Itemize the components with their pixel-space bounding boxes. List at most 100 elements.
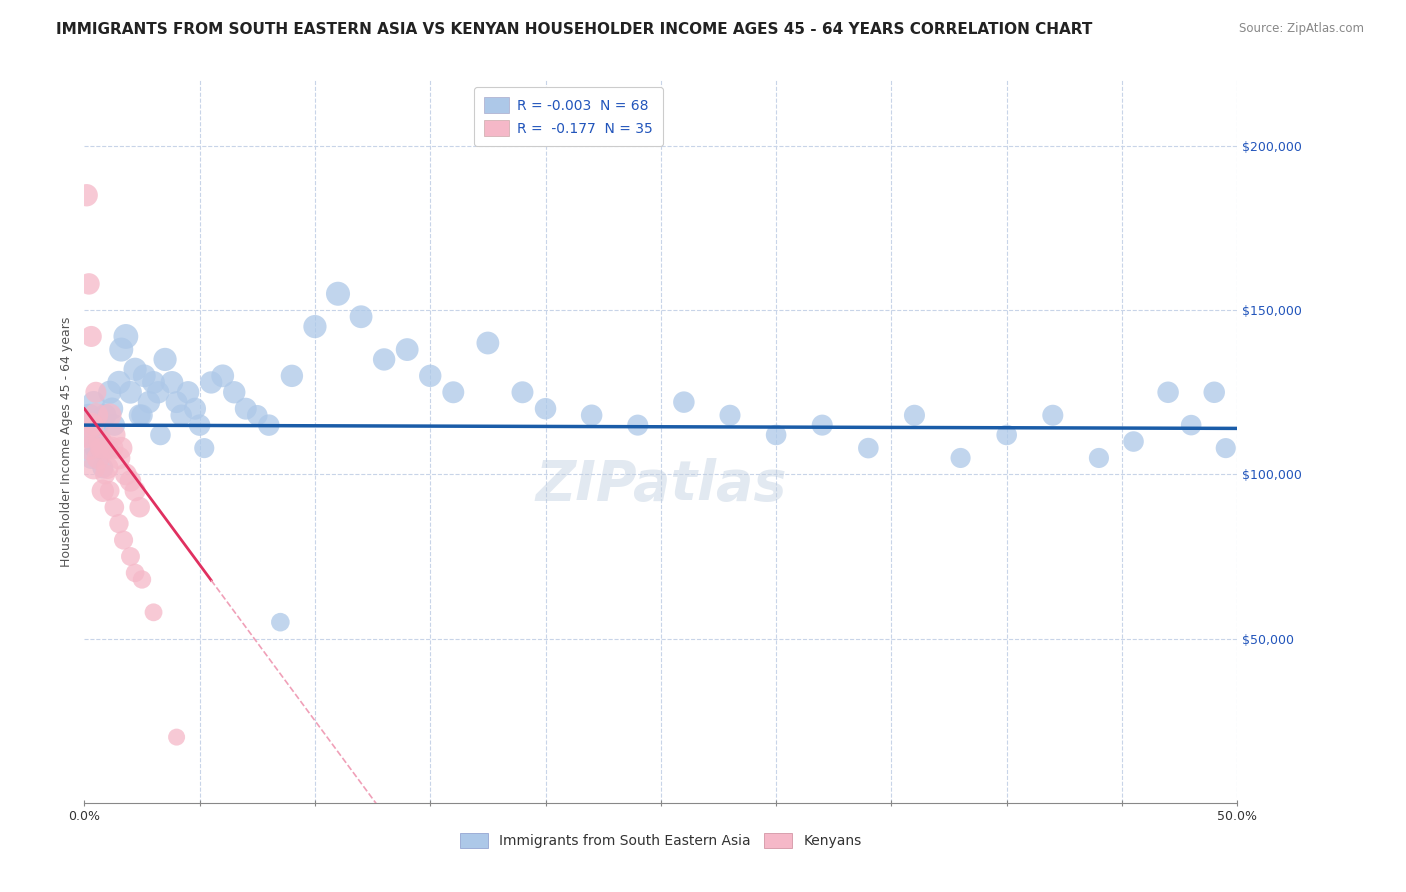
Point <box>949 450 972 465</box>
Point <box>257 418 280 433</box>
Point <box>110 343 132 357</box>
Point <box>166 395 188 409</box>
Point <box>98 385 121 400</box>
Point <box>477 336 499 351</box>
Point <box>124 362 146 376</box>
Point <box>94 409 117 423</box>
Point <box>91 483 114 498</box>
Point <box>160 376 183 390</box>
Point <box>108 516 131 531</box>
Point <box>96 441 118 455</box>
Point <box>83 418 105 433</box>
Point <box>1180 418 1202 433</box>
Text: ZIPatlas: ZIPatlas <box>536 458 786 512</box>
Point <box>193 441 215 455</box>
Point <box>89 441 111 455</box>
Point <box>146 385 169 400</box>
Legend: Immigrants from South Eastern Asia, Kenyans: Immigrants from South Eastern Asia, Keny… <box>454 828 868 854</box>
Point <box>1157 385 1180 400</box>
Point <box>87 450 110 465</box>
Point <box>76 428 98 442</box>
Point <box>94 441 117 455</box>
Point <box>131 573 153 587</box>
Point <box>142 376 165 390</box>
Point <box>373 352 395 367</box>
Point <box>396 343 419 357</box>
Point <box>120 474 142 488</box>
Point <box>811 418 834 433</box>
Point <box>281 368 304 383</box>
Point <box>101 401 124 416</box>
Point <box>91 460 114 475</box>
Point <box>77 277 100 291</box>
Point <box>101 441 124 455</box>
Point <box>98 483 121 498</box>
Point <box>1204 385 1226 400</box>
Point <box>441 385 464 400</box>
Point <box>131 409 153 423</box>
Point <box>103 428 125 442</box>
Point <box>246 409 269 423</box>
Point <box>87 418 110 433</box>
Point <box>84 385 107 400</box>
Point <box>84 441 107 455</box>
Point <box>170 409 193 423</box>
Point <box>1042 409 1064 423</box>
Point <box>211 368 233 383</box>
Point <box>153 352 176 367</box>
Point <box>89 434 111 449</box>
Point <box>83 395 105 409</box>
Point <box>184 401 207 416</box>
Point <box>269 615 291 630</box>
Point <box>672 395 695 409</box>
Point <box>1215 441 1237 455</box>
Point <box>80 450 103 465</box>
Point <box>120 385 142 400</box>
Point <box>120 549 142 564</box>
Point <box>177 385 200 400</box>
Point <box>149 428 172 442</box>
Point <box>80 329 103 343</box>
Point <box>142 605 165 619</box>
Point <box>224 385 246 400</box>
Point <box>858 441 880 455</box>
Point <box>200 376 222 390</box>
Y-axis label: Householder Income Ages 45 - 64 years: Householder Income Ages 45 - 64 years <box>60 317 73 566</box>
Point <box>96 460 118 475</box>
Point <box>1122 434 1144 449</box>
Point <box>534 401 557 416</box>
Point <box>326 286 349 301</box>
Point <box>627 418 650 433</box>
Point <box>77 409 100 423</box>
Point <box>581 409 603 423</box>
Point <box>304 319 326 334</box>
Point <box>110 441 132 455</box>
Point <box>84 409 107 423</box>
Point <box>1088 450 1111 465</box>
Point <box>124 483 146 498</box>
Point <box>103 500 125 515</box>
Point <box>115 329 138 343</box>
Point <box>76 188 98 202</box>
Point <box>77 441 100 455</box>
Point <box>124 566 146 580</box>
Point <box>512 385 534 400</box>
Point <box>76 428 98 442</box>
Point <box>128 409 150 423</box>
Point <box>134 368 156 383</box>
Point <box>108 376 131 390</box>
Text: IMMIGRANTS FROM SOUTH EASTERN ASIA VS KENYAN HOUSEHOLDER INCOME AGES 45 - 64 YEA: IMMIGRANTS FROM SOUTH EASTERN ASIA VS KE… <box>56 22 1092 37</box>
Point <box>83 460 105 475</box>
Text: Source: ZipAtlas.com: Source: ZipAtlas.com <box>1239 22 1364 36</box>
Point <box>80 418 103 433</box>
Point <box>166 730 188 744</box>
Point <box>138 395 160 409</box>
Point <box>903 409 925 423</box>
Point <box>419 368 441 383</box>
Point <box>765 428 787 442</box>
Point <box>98 409 121 423</box>
Point <box>112 533 135 547</box>
Point <box>235 401 257 416</box>
Point <box>115 467 138 482</box>
Point <box>995 428 1018 442</box>
